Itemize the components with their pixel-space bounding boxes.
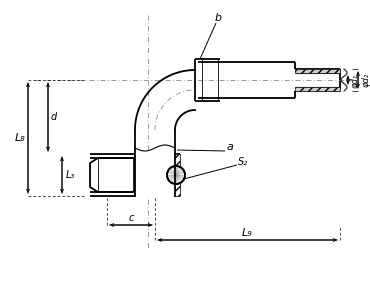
Text: b: b	[215, 13, 222, 23]
Text: L₉: L₉	[242, 228, 253, 238]
Text: S₂: S₂	[238, 157, 248, 167]
Text: L₃: L₃	[65, 170, 75, 180]
Bar	[135, 153, 175, 197]
Bar	[295, 87, 340, 91]
Text: c: c	[128, 213, 134, 223]
Text: L₈: L₈	[15, 133, 26, 143]
Text: a: a	[226, 142, 233, 152]
Circle shape	[167, 166, 185, 184]
Text: d: d	[51, 112, 57, 122]
Bar	[295, 69, 340, 73]
Bar	[135, 154, 180, 196]
Text: φd₁: φd₁	[350, 74, 360, 88]
Text: φd₂: φd₂	[361, 73, 370, 87]
